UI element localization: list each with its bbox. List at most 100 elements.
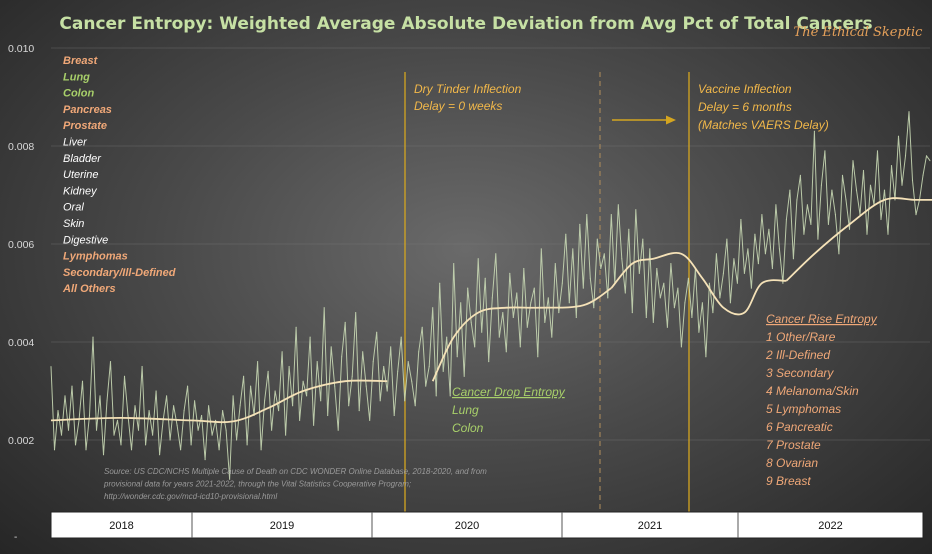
- weekly-point: [221, 410, 224, 412]
- weekly-point: [705, 356, 707, 358]
- weekly-point: [544, 321, 546, 323]
- weekly-point: [376, 331, 378, 333]
- weekly-point: [554, 263, 556, 265]
- weekly-point: [876, 150, 879, 152]
- weekly-point: [754, 233, 756, 235]
- weekly-point: [207, 405, 210, 407]
- weekly-point: [267, 370, 269, 372]
- weekly-point: [838, 253, 840, 255]
- weekly-point: [57, 410, 59, 412]
- weekly-point: [698, 331, 700, 333]
- weekly-point: [481, 331, 483, 333]
- weekly-point: [869, 184, 872, 186]
- y-tick-label: -: [14, 532, 17, 543]
- weekly-point: [558, 312, 560, 314]
- trend-series: [50, 197, 932, 424]
- weekly-point: [74, 444, 77, 446]
- weekly-point: [894, 199, 896, 201]
- weekly-point: [806, 204, 809, 206]
- weekly-point: [365, 385, 367, 387]
- weekly-point: [540, 248, 542, 250]
- weekly-point: [852, 160, 854, 162]
- rise-entropy-item: 8 Ovarian: [766, 456, 818, 470]
- weekly-point: [218, 449, 220, 451]
- drop-item: Colon: [452, 421, 484, 435]
- weekly-point: [88, 414, 91, 417]
- weekly-point: [656, 267, 658, 270]
- weekly-point: [183, 410, 185, 412]
- weekly-point: [179, 449, 182, 451]
- weekly-point: [130, 449, 133, 451]
- weekly-point: [600, 267, 602, 270]
- rise-entropy-list: Cancer Rise Entropy 1 Other/Rare 2 Ill-Def…: [765, 312, 878, 488]
- weekly-point: [631, 312, 633, 314]
- weekly-point: [673, 307, 675, 309]
- weekly-point: [666, 326, 668, 328]
- legend-item: Prostate: [63, 120, 107, 132]
- weekly-point: [411, 380, 413, 382]
- weekly-point: [64, 395, 66, 397]
- weekly-point: [316, 361, 318, 363]
- weekly-point: [85, 449, 87, 451]
- weekly-point: [565, 233, 567, 235]
- weekly-point: [736, 282, 738, 284]
- rise-entropy-item: 6 Pancreatic: [766, 420, 833, 434]
- weekly-point: [470, 321, 472, 323]
- weekly-point: [211, 434, 213, 436]
- weekly-point: [302, 380, 304, 382]
- weekly-point: [488, 361, 490, 363]
- dry-tinder-line-1: Dry Tinder Inflection: [414, 82, 522, 96]
- weekly-point: [750, 287, 752, 289]
- weekly-point: [393, 414, 395, 417]
- weekly-point: [831, 189, 833, 191]
- weekly-point: [929, 160, 931, 162]
- weekly-point: [306, 395, 308, 397]
- weekly-point: [880, 218, 882, 221]
- year-label: 2021: [638, 520, 662, 532]
- weekly-point: [169, 439, 171, 441]
- y-tick-label: 0.002: [8, 435, 34, 447]
- weekly-point: [502, 312, 504, 314]
- y-axis: 0.010 0.008 0.006 0.004 0.002 -: [8, 43, 34, 543]
- weekly-point: [278, 410, 280, 412]
- weekly-point: [642, 238, 644, 240]
- rise-entropy-item: 9 Breast: [766, 474, 811, 488]
- weekly-point: [719, 297, 721, 299]
- cancer-list: Breast Lung Colon Pancreas Prostate Liver Blad…: [62, 55, 176, 295]
- weekly-point: [281, 351, 283, 353]
- weekly-point: [841, 174, 844, 176]
- weekly-point: [561, 282, 563, 284]
- weekly-point: [141, 365, 143, 368]
- weekly-point: [99, 395, 101, 397]
- weekly-point: [747, 248, 749, 250]
- weekly-point: [120, 444, 122, 446]
- legend-item: Breast: [63, 55, 99, 67]
- gridlines: [51, 47, 930, 441]
- weekly-point: [729, 302, 731, 304]
- weekly-point: [890, 165, 893, 167]
- weekly-point: [285, 434, 287, 436]
- weekly-point: [425, 385, 427, 387]
- weekly-point: [446, 336, 448, 338]
- rise-entropy-item: 4 Melanoma/Skin: [766, 384, 859, 398]
- weekly-point: [197, 429, 199, 431]
- weekly-point: [190, 444, 192, 446]
- weekly-point: [670, 263, 672, 265]
- weekly-point: [379, 400, 381, 402]
- weekly-point: [372, 361, 374, 363]
- legend-item: All Others: [62, 283, 116, 295]
- y-tick-label: 0.010: [8, 43, 34, 55]
- weekly-point: [768, 228, 770, 230]
- weekly-point: [904, 155, 907, 157]
- weekly-point: [572, 248, 574, 250]
- weekly-point: [257, 361, 259, 363]
- weekly-point: [883, 189, 886, 191]
- weekly-point: [712, 312, 714, 314]
- weekly-point: [726, 238, 728, 240]
- source-line: http://wonder.cdc.gov/mcd-icd10-provisio…: [104, 492, 277, 501]
- weekly-point: [505, 351, 507, 353]
- weekly-point: [330, 346, 332, 348]
- weekly-point: [477, 258, 479, 260]
- trend-line-segment: [431, 287, 612, 382]
